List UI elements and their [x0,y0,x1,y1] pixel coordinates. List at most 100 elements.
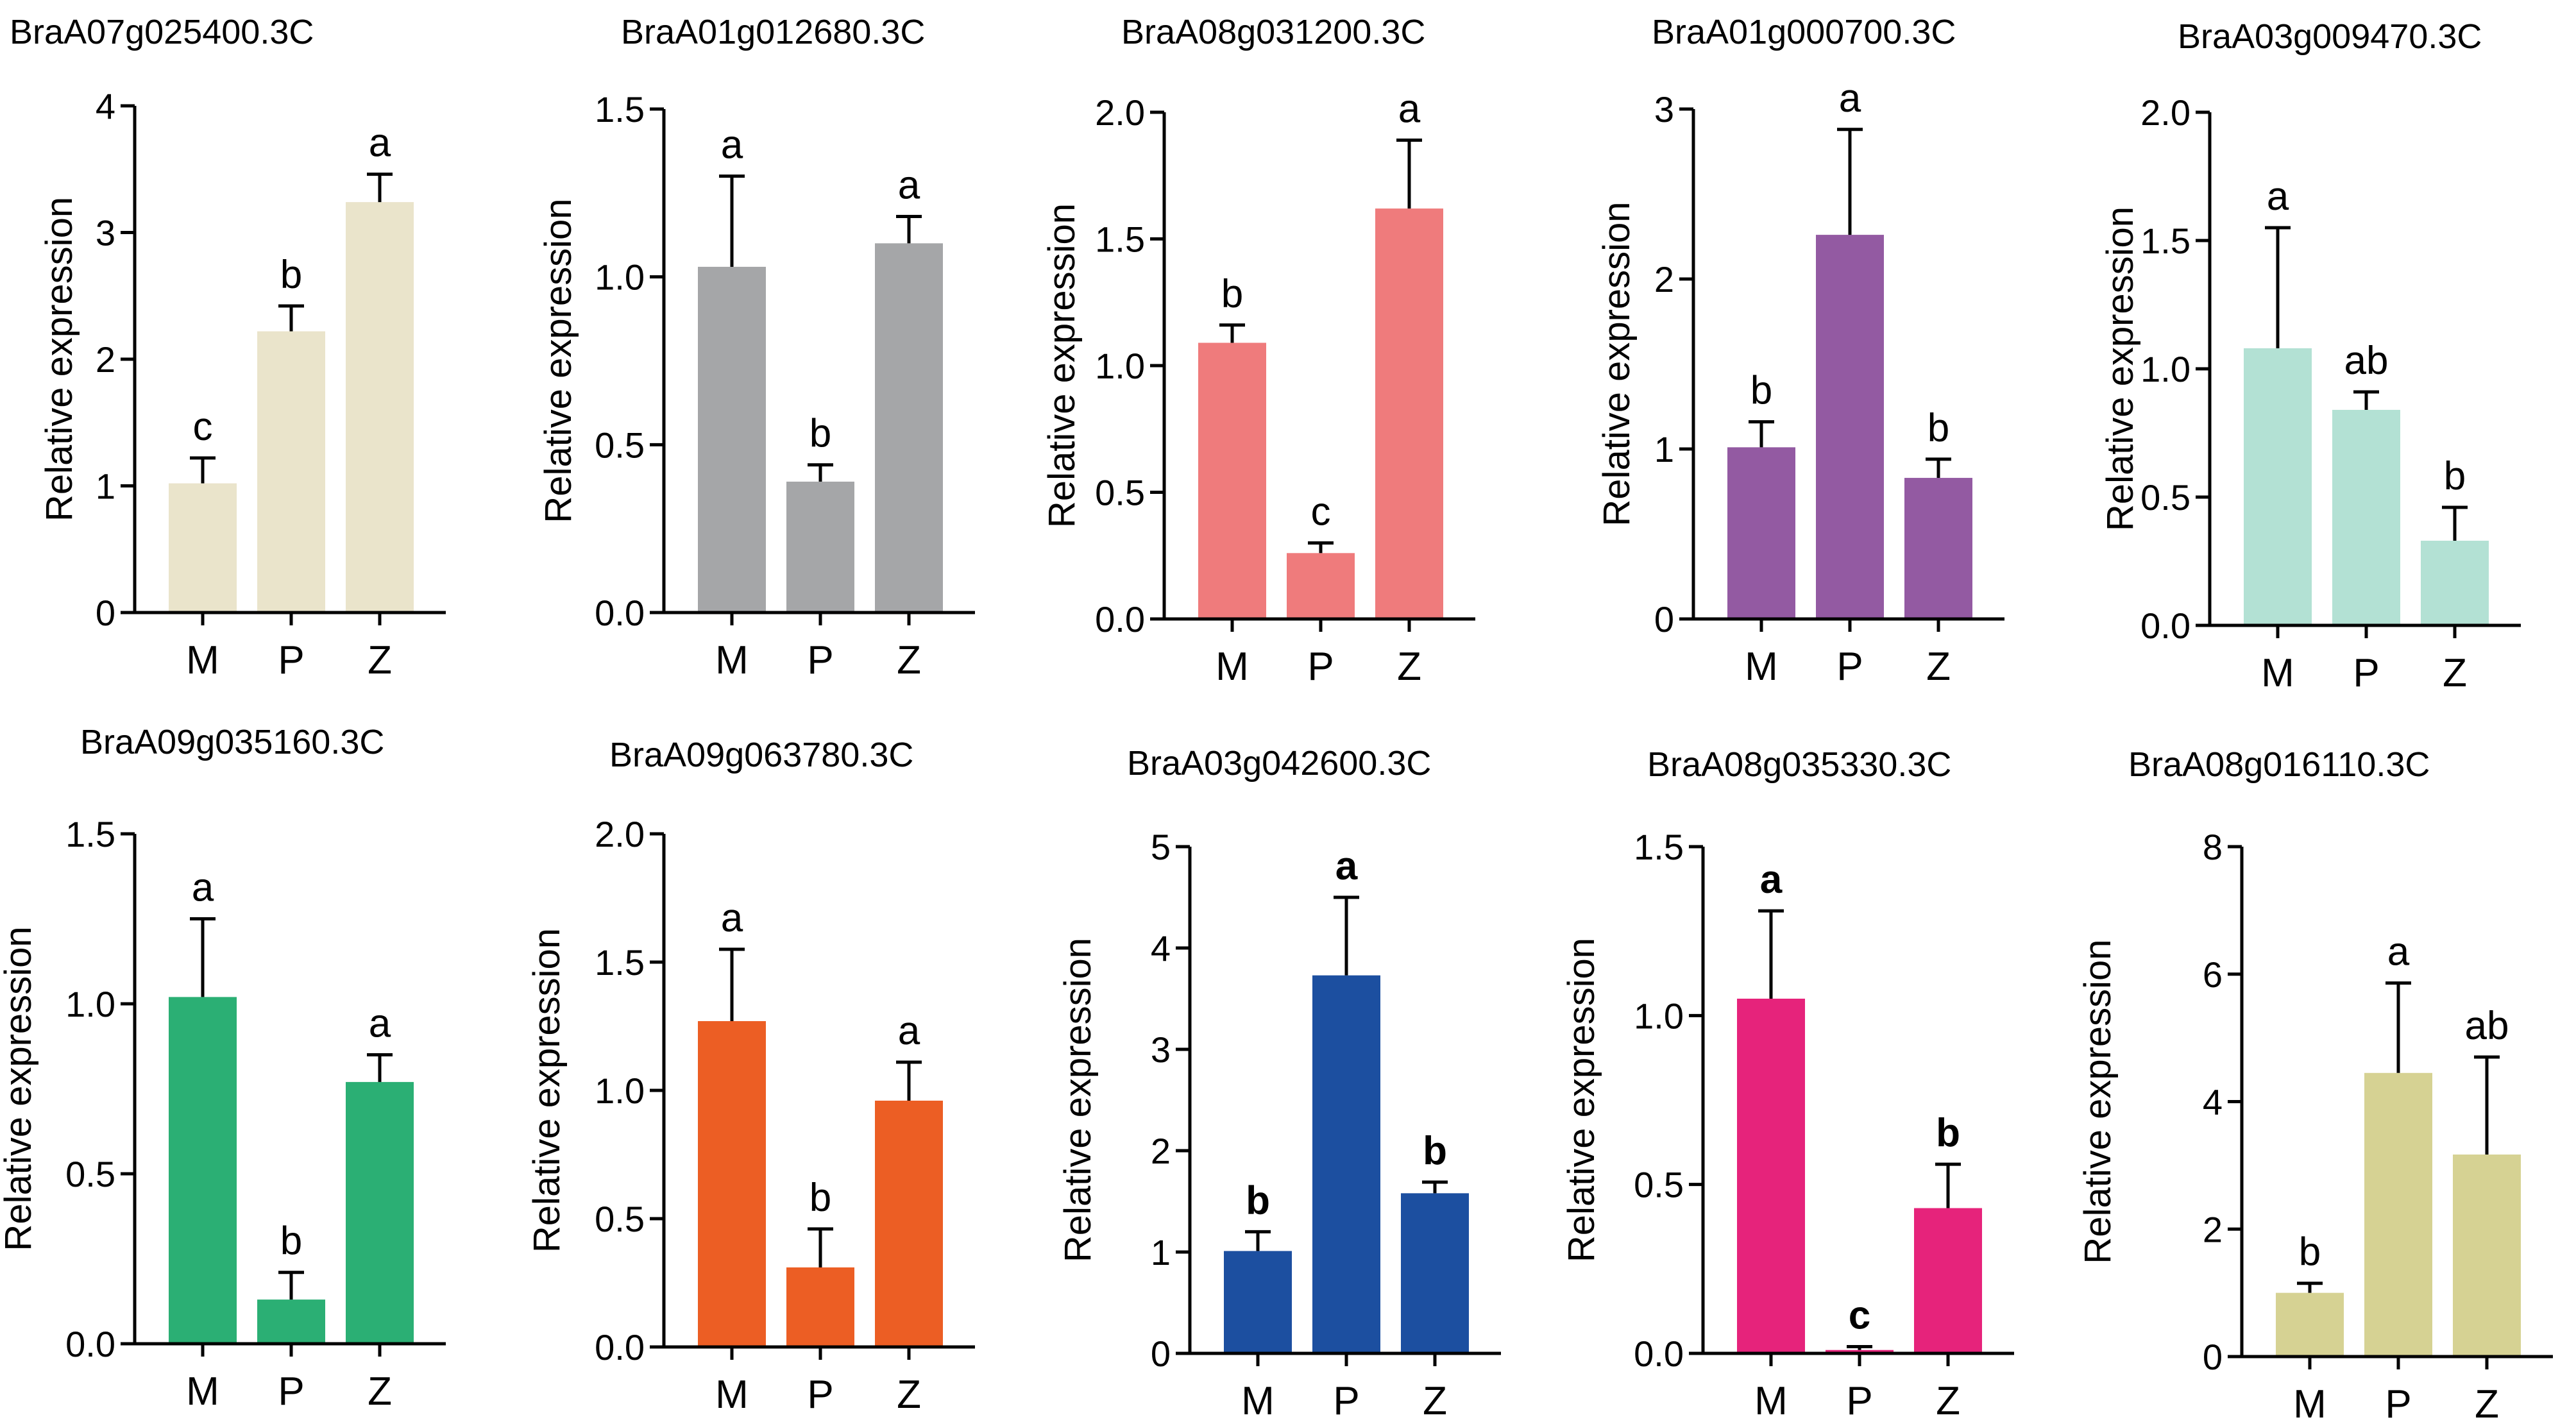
error-bar [1758,909,1784,999]
bar [169,997,237,1344]
error-bar [808,463,833,482]
y-axis-label: Relative expression [1057,938,1099,1262]
significance-label: a [2267,174,2289,219]
category-label: Z [897,638,921,682]
y-tick-label: 1 [1654,429,1674,470]
bar [875,243,943,613]
chart-panel: BraA08g016110.3C Relative expression b Ma Pa… [2077,745,2553,1422]
chart-title: BraA07g025400.3C [10,13,314,51]
bar [1198,343,1266,619]
category-label: P [807,638,833,682]
y-tick-label: 0 [2203,1337,2223,1377]
error-bar [2442,505,2468,541]
bar [1904,478,1972,619]
chart-title: BraA09g035160.3C [80,723,384,761]
y-axis-label: Relative expression [526,928,568,1253]
significance-label: b [2444,454,2466,498]
error-bar [2385,981,2411,1073]
chart-panel: BraA08g031200.3C Relative expression b Mc Pa… [1041,13,1475,689]
category-label: M [715,638,749,682]
bar [1914,1208,1982,1353]
category-label: P [1307,645,1334,689]
bar [1312,975,1380,1353]
error-bar [2297,1282,2323,1293]
bar [2244,348,2312,625]
y-tick-label: 3 [1654,89,1674,130]
error-bar [896,1060,922,1101]
category-label: Z [2443,651,2467,695]
y-tick-label: 0.5 [595,425,645,465]
chart-title: BraA08g016110.3C [2128,745,2430,784]
bar [1826,1350,1894,1353]
y-tick-label: 1 [96,466,115,507]
chart-title: BraA03g009470.3C [2178,17,2482,56]
category-label: M [1745,645,1778,689]
chart-title: BraA08g035330.3C [1647,745,1951,784]
error-bar [367,1053,393,1082]
significance-label: b [280,253,302,297]
category-label: M [186,638,219,682]
chart-panel: BraA07g025400.3C Relative expression c Mb Pa… [10,13,446,682]
y-tick-label: 1.0 [595,257,645,298]
category-label: M [1216,645,1249,689]
y-tick-label: 0 [1654,599,1674,639]
y-axis-label: Relative expression [0,926,39,1251]
chart-panel: BraA09g063780.3C Relative expression a Mb Pa… [526,736,975,1417]
bar [698,1021,766,1347]
y-tick-label: 2 [1151,1131,1171,1171]
y-tick-label: 2 [2203,1209,2223,1249]
y-axis-label: Relative expression [38,197,80,521]
y-axis-label: Relative expression [2077,939,2119,1264]
significance-label: a [1760,858,1783,902]
category-label: M [1241,1379,1275,1422]
y-tick-label: 1.0 [1095,346,1145,386]
bar [1287,553,1355,619]
significance-label: a [1839,76,1861,121]
error-bar [2474,1055,2500,1155]
error-bar [190,917,216,997]
chart-panel: BraA01g012680.3C Relative expression a Mb Pa… [538,13,975,682]
significance-label: a [898,1009,920,1053]
y-tick-label: 4 [96,86,115,126]
significance-label: b [809,1176,831,1220]
y-tick-label: 0 [96,593,115,633]
y-tick-label: 0.0 [2140,605,2190,646]
significance-label: a [898,163,920,207]
chart-panel: BraA09g035160.3C Relative expression a Mb Pa… [0,723,446,1414]
y-tick-label: 3 [96,213,115,253]
significance-label: b [809,412,831,456]
category-label: Z [2475,1382,2499,1422]
chart-panel: BraA03g009470.3C Relative expression a Mab P… [2099,17,2521,695]
category-label: M [186,1369,219,1414]
category-label: P [1333,1379,1359,1422]
error-bar [1935,1162,1961,1208]
error-bar [896,214,922,244]
significance-label: c [1311,490,1331,534]
error-bar [719,947,745,1021]
bar [2421,541,2489,625]
y-axis-label: Relative expression [1596,201,1638,526]
y-tick-label: 6 [2203,954,2223,995]
chart-title: BraA01g012680.3C [621,13,925,51]
y-tick-label: 1.5 [65,814,115,854]
category-label: P [278,638,304,682]
chart-title: BraA03g042600.3C [1127,744,1431,783]
error-bar [278,1271,304,1300]
y-tick-label: 1.0 [65,984,115,1024]
significance-label: a [721,896,743,940]
error-bar [1308,541,1334,554]
significance-label: a [2387,930,2410,974]
y-tick-label: 0.0 [595,593,645,633]
y-axis-label: Relative expression [2099,207,2141,531]
significance-label: a [192,866,214,910]
category-label: M [715,1373,749,1417]
y-tick-label: 0 [1151,1333,1171,1374]
category-label: Z [368,1369,392,1414]
significance-label: b [280,1219,302,1264]
y-tick-label: 0.5 [1634,1165,1684,1205]
error-bar [1926,457,1951,478]
error-bar [1837,128,1863,235]
bar [1375,208,1443,620]
error-bar [1422,1180,1448,1194]
